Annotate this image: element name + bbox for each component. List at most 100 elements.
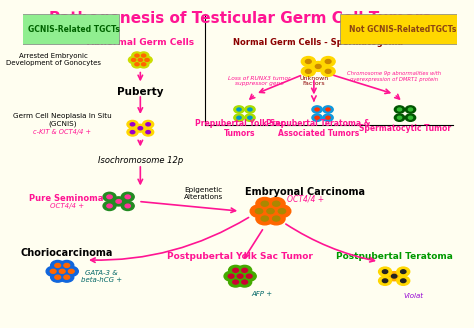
Ellipse shape bbox=[132, 52, 142, 59]
Ellipse shape bbox=[379, 267, 392, 276]
Text: GCNIS-Related TGCTs: GCNIS-Related TGCTs bbox=[27, 25, 119, 33]
Ellipse shape bbox=[405, 106, 416, 113]
Ellipse shape bbox=[261, 201, 268, 206]
Ellipse shape bbox=[64, 266, 78, 276]
Text: AFP +: AFP + bbox=[251, 291, 273, 297]
Ellipse shape bbox=[127, 128, 138, 136]
Ellipse shape bbox=[145, 58, 149, 61]
Ellipse shape bbox=[408, 116, 412, 119]
Ellipse shape bbox=[46, 266, 60, 276]
Ellipse shape bbox=[60, 260, 74, 270]
Ellipse shape bbox=[405, 114, 416, 121]
Text: Spermatocytic Tumor: Spermatocytic Tumor bbox=[359, 124, 451, 133]
Ellipse shape bbox=[273, 216, 280, 221]
Ellipse shape bbox=[383, 270, 388, 274]
Text: Loss of RUNX3 tumor
suppressor gene: Loss of RUNX3 tumor suppressor gene bbox=[228, 76, 291, 87]
Ellipse shape bbox=[234, 114, 244, 121]
Ellipse shape bbox=[379, 276, 392, 285]
Ellipse shape bbox=[267, 197, 285, 210]
Ellipse shape bbox=[242, 271, 256, 281]
Ellipse shape bbox=[233, 280, 238, 284]
Ellipse shape bbox=[64, 263, 70, 267]
Text: Embryonal Carcinoma: Embryonal Carcinoma bbox=[245, 187, 365, 197]
Ellipse shape bbox=[323, 114, 333, 121]
Ellipse shape bbox=[107, 195, 112, 199]
Ellipse shape bbox=[278, 209, 286, 214]
Ellipse shape bbox=[315, 108, 319, 111]
Ellipse shape bbox=[143, 120, 154, 128]
Ellipse shape bbox=[135, 124, 146, 132]
Ellipse shape bbox=[388, 272, 401, 281]
Ellipse shape bbox=[135, 56, 146, 64]
Ellipse shape bbox=[394, 106, 405, 113]
Ellipse shape bbox=[125, 195, 130, 199]
Ellipse shape bbox=[397, 116, 401, 119]
Text: Choriocarcinoma: Choriocarcinoma bbox=[20, 248, 113, 258]
Text: Puberty: Puberty bbox=[117, 88, 164, 97]
Ellipse shape bbox=[397, 276, 410, 285]
Ellipse shape bbox=[245, 114, 255, 121]
Ellipse shape bbox=[138, 52, 149, 59]
Ellipse shape bbox=[401, 270, 406, 274]
Text: Postpubertal Yolk Sac Tumor: Postpubertal Yolk Sac Tumor bbox=[167, 252, 313, 261]
Ellipse shape bbox=[131, 58, 136, 61]
Ellipse shape bbox=[321, 56, 335, 67]
Ellipse shape bbox=[135, 54, 139, 57]
Ellipse shape bbox=[394, 114, 405, 121]
Ellipse shape bbox=[55, 275, 61, 279]
Ellipse shape bbox=[50, 269, 56, 273]
Text: Prepubertal Yolk Sac
Tumors: Prepubertal Yolk Sac Tumors bbox=[195, 118, 285, 138]
Ellipse shape bbox=[237, 108, 241, 111]
Ellipse shape bbox=[255, 209, 263, 214]
Text: Isochromosome 12p: Isochromosome 12p bbox=[98, 156, 183, 165]
Ellipse shape bbox=[121, 192, 134, 201]
Text: Arrested Embryonic
Development of Gonocytes: Arrested Embryonic Development of Gonocy… bbox=[6, 53, 101, 67]
Ellipse shape bbox=[250, 205, 268, 217]
Ellipse shape bbox=[142, 63, 146, 66]
Ellipse shape bbox=[112, 197, 125, 206]
Ellipse shape bbox=[138, 58, 143, 61]
Text: Unknown
Factors: Unknown Factors bbox=[299, 76, 328, 87]
Text: Pure Seminoma: Pure Seminoma bbox=[29, 194, 104, 203]
Text: c-KIT & OCT4/4 +: c-KIT & OCT4/4 + bbox=[33, 129, 91, 135]
Ellipse shape bbox=[234, 106, 244, 113]
Ellipse shape bbox=[143, 128, 154, 136]
Ellipse shape bbox=[59, 269, 65, 273]
Text: Abnormal Germ Cells: Abnormal Germ Cells bbox=[87, 37, 194, 47]
Ellipse shape bbox=[256, 212, 273, 225]
Ellipse shape bbox=[311, 61, 325, 72]
Text: Violat: Violat bbox=[404, 293, 424, 299]
Ellipse shape bbox=[125, 204, 130, 208]
Ellipse shape bbox=[146, 131, 150, 134]
Ellipse shape bbox=[408, 108, 412, 111]
Ellipse shape bbox=[127, 120, 138, 128]
Ellipse shape bbox=[128, 56, 139, 64]
Ellipse shape bbox=[51, 260, 64, 270]
Ellipse shape bbox=[51, 272, 64, 282]
Ellipse shape bbox=[138, 61, 149, 68]
Ellipse shape bbox=[142, 54, 146, 57]
Text: Chromosome 9p abnormalities with
overexpression of DMRT1 protein: Chromosome 9p abnormalities with overexp… bbox=[347, 71, 441, 82]
Ellipse shape bbox=[138, 127, 143, 130]
Ellipse shape bbox=[301, 67, 315, 76]
Ellipse shape bbox=[228, 265, 243, 275]
Ellipse shape bbox=[383, 279, 388, 283]
Ellipse shape bbox=[248, 116, 252, 119]
Ellipse shape bbox=[301, 56, 315, 67]
Ellipse shape bbox=[256, 197, 273, 210]
Ellipse shape bbox=[312, 106, 322, 113]
Text: Not GCNIS-RelatedTGCTs: Not GCNIS-RelatedTGCTs bbox=[348, 25, 456, 33]
Ellipse shape bbox=[228, 274, 234, 278]
Ellipse shape bbox=[326, 116, 330, 119]
FancyBboxPatch shape bbox=[19, 14, 118, 44]
Ellipse shape bbox=[146, 123, 150, 126]
Ellipse shape bbox=[237, 265, 252, 275]
Ellipse shape bbox=[326, 108, 330, 111]
Ellipse shape bbox=[233, 271, 247, 281]
Ellipse shape bbox=[130, 123, 135, 126]
Ellipse shape bbox=[224, 271, 238, 281]
Ellipse shape bbox=[325, 70, 331, 73]
Ellipse shape bbox=[55, 263, 61, 267]
Text: OCT4/4 +: OCT4/4 + bbox=[49, 203, 83, 209]
Ellipse shape bbox=[135, 63, 139, 66]
